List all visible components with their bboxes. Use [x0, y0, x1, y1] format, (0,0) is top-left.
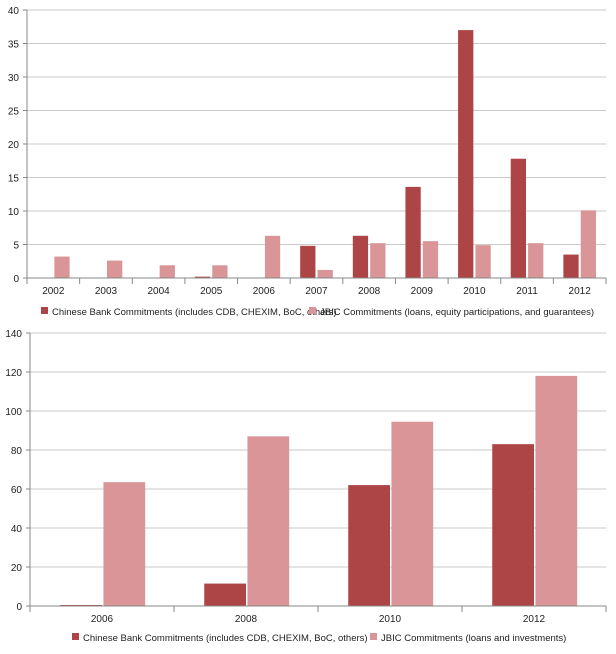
- y-tick-label: 40: [8, 6, 20, 17]
- y-tick-label: 15: [8, 174, 20, 185]
- jbic-bar-2010: [391, 421, 434, 606]
- legend-label: Chinese Bank Commitments (includes CDB, …: [83, 633, 368, 644]
- jbic-bar-2008: [247, 436, 290, 606]
- x-tick-label: 2006: [91, 614, 114, 625]
- y-tick-label: 120: [5, 368, 22, 379]
- jbic-bar-2012: [535, 375, 578, 606]
- x-tick-label: 2012: [523, 614, 546, 625]
- jbic-bar-2006: [264, 235, 281, 278]
- legend-label: JBIC Commitments (loans and investments): [381, 633, 566, 644]
- chinese-bank-bar-2011: [510, 158, 526, 278]
- jbic-bar-2005: [212, 265, 228, 278]
- legend-label: Chinese Bank Commitments (includes CDB, …: [52, 307, 337, 318]
- jbic-bar-2008: [370, 243, 386, 278]
- y-tick-label: 10: [8, 207, 20, 218]
- y-tick-label: 60: [11, 485, 23, 496]
- jbic-bar-2004: [159, 265, 175, 278]
- x-tick-label: 2008: [358, 286, 381, 297]
- y-tick-label: 0: [13, 274, 19, 285]
- chinese-bank-bar-2008: [204, 583, 246, 606]
- x-tick-label: 2010: [379, 614, 402, 625]
- legend-swatch: [72, 633, 79, 640]
- x-tick-label: 2004: [147, 286, 170, 297]
- y-tick-label: 40: [11, 524, 23, 535]
- chinese-bank-bar-2009: [405, 186, 421, 278]
- jbic-bar-2006: [103, 482, 146, 606]
- chinese-bank-bar-2007: [300, 245, 316, 278]
- x-tick-label: 2005: [200, 286, 223, 297]
- x-tick-label: 2007: [305, 286, 328, 297]
- bar-chart-cumulative: 0 20 40 60 80 100 120 140 2006 2008 2010 2012 Chines…: [5, 329, 607, 644]
- chinese-bank-bar-2012: [492, 444, 534, 606]
- y-tick-label: 140: [5, 329, 22, 340]
- jbic-bar-2009: [422, 241, 439, 278]
- chinese-bank-bar-2010: [458, 30, 474, 278]
- chinese-bank-bar-2005: [194, 276, 211, 278]
- x-tick-label: 2011: [516, 286, 538, 297]
- y-tick-label: 100: [5, 407, 22, 418]
- x-tick-label: 2003: [95, 286, 118, 297]
- x-tick-label: 2012: [569, 286, 592, 297]
- legend-label: JBIC Commitments (loans, equity particip…: [320, 307, 594, 318]
- x-tick-label: 2002: [42, 286, 65, 297]
- y-tick-label: 20: [11, 563, 23, 574]
- jbic-bar-2002: [54, 256, 70, 278]
- chinese-bank-bar-2010: [348, 485, 390, 606]
- legend-swatch: [41, 307, 48, 314]
- jbic-bar-2003: [107, 260, 123, 278]
- x-tick-label: 2006: [253, 286, 276, 297]
- x-tick-label: 2009: [411, 286, 434, 297]
- y-tick-label: 80: [11, 446, 23, 457]
- bar-chart-annual: 0 5 10 15 20 25 30 35 40 2002 2003 2004 2005 2006 2007…: [8, 6, 607, 318]
- jbic-bar-2011: [528, 243, 544, 278]
- y-tick-label: 20: [8, 140, 20, 151]
- jbic-bar-2007: [317, 269, 333, 278]
- legend-swatch: [370, 633, 377, 640]
- x-tick-label: 2008: [235, 614, 258, 625]
- chinese-bank-bar-2008: [352, 235, 369, 278]
- y-tick-label: 30: [8, 73, 20, 84]
- y-tick-label: 25: [8, 107, 20, 118]
- y-tick-label: 5: [13, 241, 19, 252]
- legend-swatch: [309, 307, 316, 314]
- x-tick-label: 2010: [463, 286, 486, 297]
- y-tick-label: 35: [8, 40, 20, 51]
- jbic-bar-2010: [475, 245, 491, 278]
- y-tick-label: 0: [16, 602, 22, 613]
- jbic-bar-2012: [580, 210, 596, 278]
- chinese-bank-bar-2012: [563, 254, 579, 278]
